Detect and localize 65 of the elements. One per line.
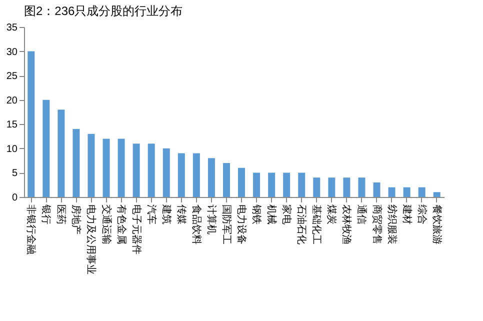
bar [192,153,200,197]
bar [238,168,246,197]
x-tick-label: 有色金属 [115,204,128,244]
x-tick-label: 钢铁 [250,204,263,224]
bar [418,187,426,197]
x-tick-label: 石油石化 [296,204,308,244]
bar [118,138,125,197]
bar [132,144,140,197]
y-tick-label: 5 [12,168,18,180]
bar [313,178,320,197]
x-tick-label: 房地产 [70,204,82,234]
x-tick-label: 汽车 [145,204,158,224]
x-tick-label: 建筑 [160,204,172,224]
x-tick-label: 餐饮旅游 [430,204,443,244]
bar [178,153,185,197]
x-tick-label: 基础化工 [310,204,323,244]
y-tick-label: 0 [12,192,18,204]
bar [268,172,276,197]
bar [28,51,35,197]
y-tick-label: 10 [6,144,18,155]
chart-title: 图2：236只成分股的行业分布 [24,4,183,18]
bar [42,100,50,197]
bar [88,134,95,197]
bar [162,148,170,197]
x-tick-label: 机械 [266,204,278,224]
x-tick-label: 建材 [400,204,413,224]
bar [102,138,110,197]
x-tick-label: 银行 [40,204,52,224]
x-tick-label: 农林牧渔 [340,204,353,244]
x-tick-label: 非银行金融 [25,204,38,254]
x-tick-label: 纺织服装 [386,204,398,244]
bar [388,187,396,197]
y-tick-label: 35 [6,22,18,34]
x-tick-label: 通信 [356,204,368,224]
y-tick-label: 15 [6,120,18,131]
x-tick-label: 煤炭 [326,204,338,224]
x-tick-label: 医药 [55,204,68,224]
x-tick-label: 电力设备 [236,204,248,244]
y-tick-label: 30 [6,46,18,58]
x-tick-label: 传媒 [175,204,186,224]
x-tick-label: 家电 [280,204,293,224]
bar [253,172,260,197]
bar [208,158,215,197]
y-tick-label: 20 [6,95,18,106]
x-tick-label: 电子元器件 [130,204,142,254]
bar [283,172,290,197]
bar [72,129,80,197]
bar [328,178,336,197]
bar [358,178,366,197]
bar [148,144,155,197]
x-tick-label: 交通运输 [100,204,112,244]
bar [58,110,65,197]
bar [343,178,350,197]
x-tick-label: 综合 [416,204,428,224]
y-tick-label: 25 [6,71,18,82]
bar [403,187,410,197]
x-tick-label: 商贸零售 [370,204,383,244]
bar [298,172,306,197]
bar [222,163,230,197]
x-tick-label: 计算机 [205,204,218,234]
x-tick-label: 电力及公用事业 [85,204,98,274]
bar [433,192,440,197]
x-tick-label: 食品饮料 [190,204,202,244]
bar [373,182,380,197]
x-tick-label: 国防军工 [220,204,232,244]
